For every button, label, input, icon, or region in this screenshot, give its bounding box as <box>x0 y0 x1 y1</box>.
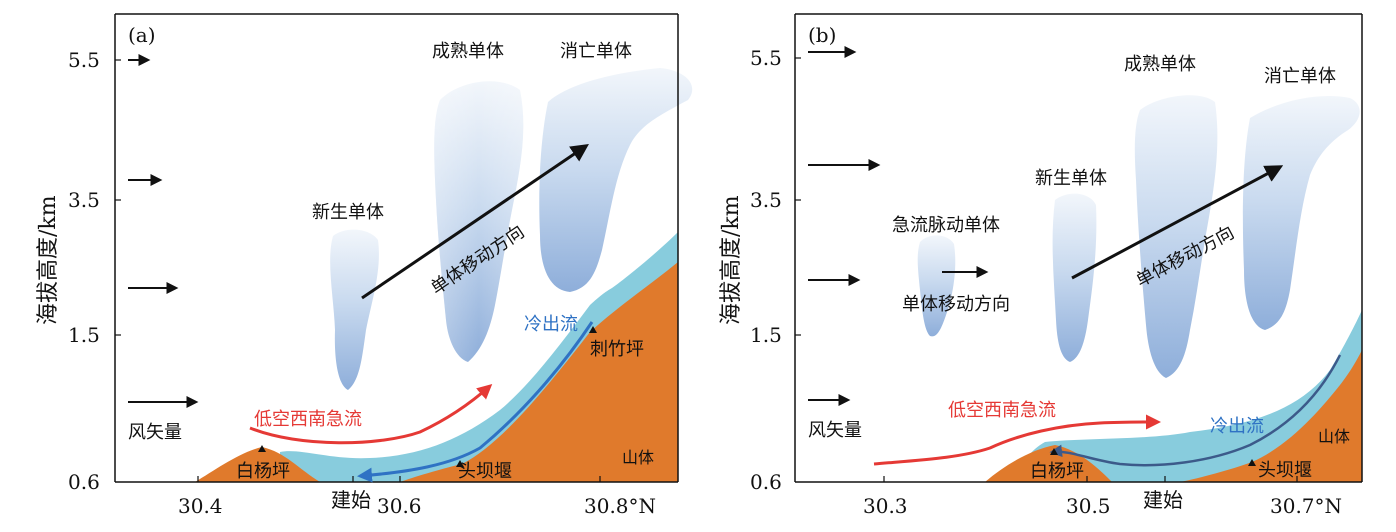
panel-b-outflow-arrow <box>1049 354 1342 467</box>
panel-a-label: (a) <box>128 23 156 47</box>
panel-b-peak2-marker <box>1248 459 1256 466</box>
panel-a-xtick-label: 30.4 <box>178 494 223 518</box>
panel-a-y-axis-title: 海拔高度/km <box>36 195 61 325</box>
panel-b-y-axis-title: 海拔高度/km <box>719 195 744 325</box>
panel-a-terrain <box>195 262 678 482</box>
panel-a-wind-vectors <box>128 54 199 408</box>
panel-b-mountain-label: 山体 <box>1318 427 1350 446</box>
panel-a-move-arrow <box>361 143 589 300</box>
panel-a: 5.5 3.5 1.5 0.6 30.4 30.6 30.8°N 建始 海拔高度… <box>36 13 693 518</box>
panel-b-ytick-label: 0.6 <box>750 470 782 494</box>
panel-b-ytick-label: 1.5 <box>750 323 782 347</box>
panel-a-wind-label: 风矢量 <box>128 422 182 443</box>
panel-a-peak1-marker <box>258 445 266 452</box>
panel-a-jet-arrow <box>249 384 493 445</box>
panel-b-pulse-cell-cloud <box>917 235 956 337</box>
panel-b-new-cell-label: 新生单体 <box>1035 168 1107 189</box>
panel-b-dying-cell-cloud <box>1242 96 1360 330</box>
panel-a-peak2-label: 头坝堰 <box>458 461 512 482</box>
panel-a-outflow-label: 冷出流 <box>524 314 578 335</box>
panel-a-ytick-label: 3.5 <box>68 188 100 212</box>
panel-a-peak1-label: 白杨坪 <box>236 461 290 482</box>
panel-b-peak2-label: 头坝堰 <box>1258 460 1312 481</box>
panel-b: 5.5 3.5 1.5 0.6 30.3 30.5 30.7°N 建始 海拔高度… <box>719 13 1363 518</box>
panel-a-outflow-arrow <box>357 321 594 483</box>
panel-a-cloud-sheen <box>434 81 524 363</box>
panel-b-peak1-marker <box>1050 448 1058 455</box>
panel-a-xtick-label: 30.6 <box>377 494 422 518</box>
panel-b-xtick-label: 30.3 <box>863 494 908 518</box>
panel-a-xtick-label: 30.8°N <box>584 494 656 518</box>
panel-a-ytick-label: 0.6 <box>68 470 100 494</box>
panel-a-new-cell-label: 新生单体 <box>312 202 384 223</box>
panel-a-clouds <box>330 68 693 390</box>
panel-b-move-label-small: 单体移动方向 <box>902 294 1010 315</box>
panel-b-label: (b) <box>808 23 836 47</box>
panel-a-mature-cell-label: 成熟单体 <box>432 41 504 62</box>
panel-b-station-label: 建始 <box>1143 488 1183 512</box>
panel-b-jet-label: 低空西南急流 <box>948 400 1056 421</box>
panel-b-wind-label: 风矢量 <box>808 420 862 441</box>
panel-b-pulse-cell-label: 急流脉动单体 <box>892 215 1000 236</box>
panel-b-clouds <box>917 95 1360 378</box>
panel-b-outflow-label: 冷出流 <box>1210 416 1264 437</box>
panel-b-ytick-label: 5.5 <box>750 46 782 70</box>
panel-a-dying-cell-label: 消亡单体 <box>560 41 632 62</box>
panel-b-ytick-label: 3.5 <box>750 188 782 212</box>
panel-a-new-cell-cloud <box>330 229 379 390</box>
panel-b-xtick-label: 30.7°N <box>1270 494 1342 518</box>
panel-b-peak1-label: 白杨坪 <box>1030 461 1084 482</box>
panel-a-peak3-label: 刺竹坪 <box>590 339 644 360</box>
panel-a-ytick-label: 5.5 <box>68 48 100 72</box>
panel-b-outflow-layer <box>1015 310 1362 482</box>
panel-b-mature-cell-label: 成熟单体 <box>1124 54 1196 75</box>
panel-a-peak3-marker <box>589 326 597 333</box>
panel-b-wind-vectors <box>808 46 881 406</box>
panel-b-dying-cell-label: 消亡单体 <box>1264 66 1336 87</box>
panel-a-peak2-marker <box>456 460 464 467</box>
panel-a-ytick-label: 1.5 <box>68 323 100 347</box>
panel-b-move-arrow <box>1071 165 1284 280</box>
panel-b-jet-arrow <box>873 414 1161 466</box>
panel-a-mountain-label: 山体 <box>622 448 654 467</box>
panel-a-dying-cell-cloud <box>539 68 693 292</box>
panel-b-xtick-label: 30.5 <box>1066 494 1111 518</box>
panel-b-mature-cell-cloud <box>1134 95 1218 378</box>
panel-a-station-label: 建始 <box>331 488 371 512</box>
panel-b-terrain <box>985 350 1362 482</box>
panel-a-jet-label: 低空西南急流 <box>254 409 362 430</box>
